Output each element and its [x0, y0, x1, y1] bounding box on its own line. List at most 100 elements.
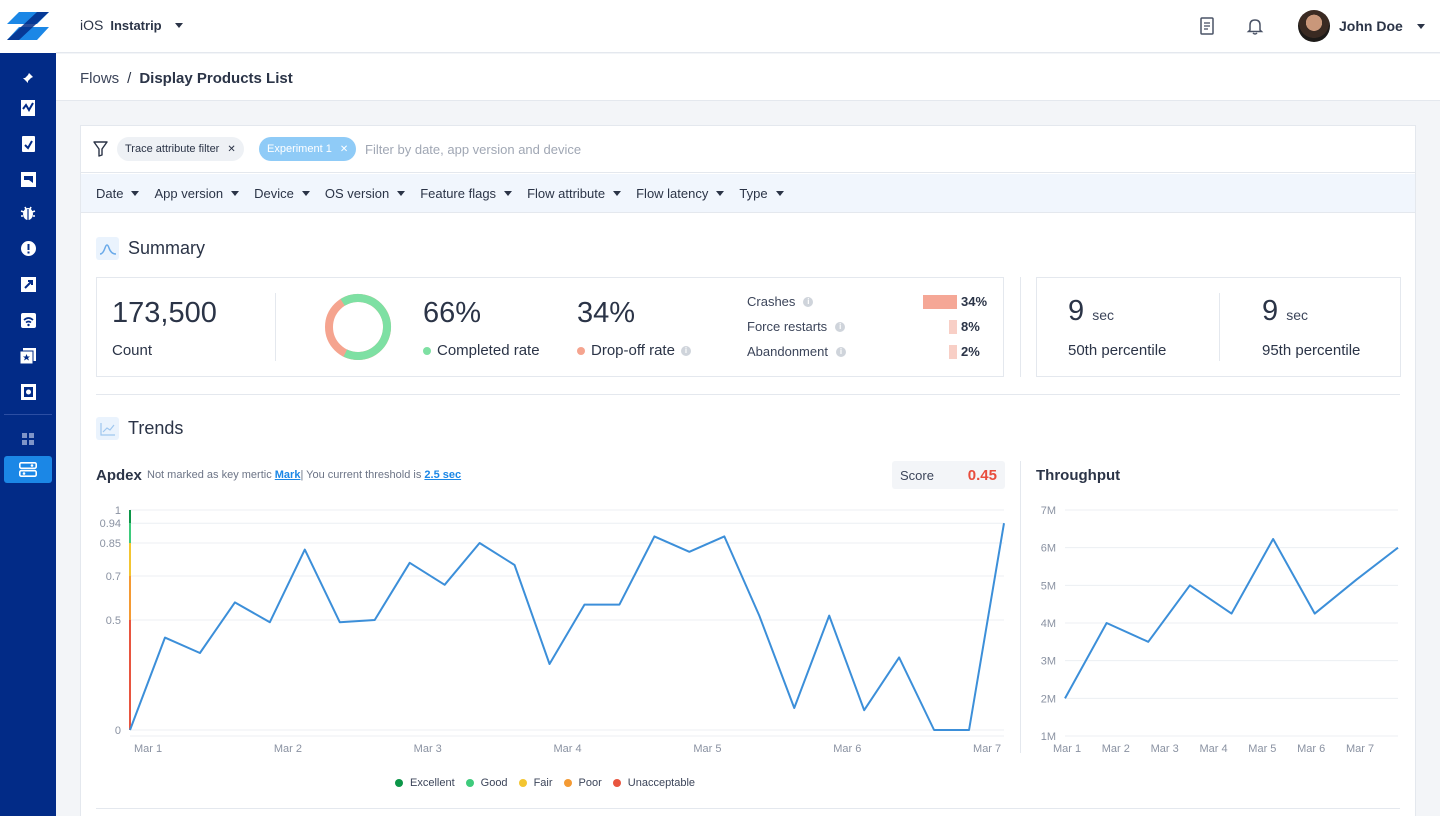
legend-label: Fair: [533, 777, 553, 789]
count-label: Count: [112, 342, 153, 359]
bell-icon[interactable]: [1246, 17, 1264, 35]
legend-dot: [563, 779, 572, 787]
favorites-icon[interactable]: [16, 345, 40, 367]
filter-chip-experiment[interactable]: Experiment 1 ✕: [259, 137, 357, 161]
chevron-down-icon: [301, 190, 310, 196]
bug-icon[interactable]: [16, 202, 40, 224]
chevron-down-icon: [231, 190, 240, 196]
breakdown-abandonment-value: 2%: [961, 344, 980, 359]
dropdown-flow-latency[interactable]: Flow latency: [636, 186, 725, 201]
dropdown-label: Feature flags: [420, 185, 497, 201]
filter-icon[interactable]: [93, 141, 108, 162]
throughput-y-tick: 6M: [1041, 543, 1056, 555]
dropdown-label: Flow attribute: [527, 185, 606, 201]
breakdown-force-restarts-bar: [949, 320, 957, 334]
apdex-y-tick: 0.5: [106, 615, 121, 627]
chip-label: Trace attribute filter: [125, 143, 220, 155]
trends-column-divider: [1020, 461, 1021, 753]
mark-key-metric-link[interactable]: Mark: [274, 469, 301, 481]
throughput-y-tick: 3M: [1041, 656, 1056, 668]
dropoff-rate-label: Drop-off rate i: [577, 342, 691, 359]
throughput-y-tick: 1M: [1041, 731, 1056, 743]
trends-chart-icon: [96, 417, 119, 440]
legend-item[interactable]: Poor: [563, 777, 602, 789]
filter-chip-trace-attribute[interactable]: Trace attribute filter ✕: [117, 137, 244, 161]
launch-icon[interactable]: [16, 273, 40, 295]
apdex-note-text: Not marked as key mertic: [147, 469, 272, 481]
close-icon[interactable]: ✕: [339, 143, 349, 155]
section-divider: [96, 808, 1400, 809]
info-icon[interactable]: i: [680, 345, 691, 356]
settings-panel-icon[interactable]: [4, 456, 52, 483]
legend-item[interactable]: Unacceptable: [612, 777, 696, 789]
throughput-series-line: [1064, 538, 1399, 699]
dropdown-os-version[interactable]: OS version: [325, 186, 406, 201]
score-value: 0.45: [967, 467, 997, 484]
breakdown-crashes-label: Crashes i: [747, 294, 814, 309]
dropdown-feature-flags[interactable]: Feature flags: [420, 185, 513, 201]
alert-icon[interactable]: [16, 237, 40, 259]
throughput-y-tick: 5M: [1041, 580, 1056, 592]
dropdown-app-version[interactable]: App version: [154, 186, 240, 201]
apdex-x-tick: Mar 4: [554, 743, 582, 755]
throughput-y-tick: 7M: [1041, 505, 1056, 517]
legend-label: Unacceptable: [627, 777, 696, 789]
brand-logo[interactable]: [0, 0, 56, 53]
score-label: Score: [900, 468, 934, 483]
app-name: Instatrip: [110, 17, 162, 33]
completion-donut: [325, 294, 391, 361]
apdex-y-tick: 0: [115, 725, 121, 737]
legend-label: Poor: [578, 777, 602, 789]
app-switcher[interactable]: iOS Instatrip: [80, 17, 183, 33]
throughput-x-tick: Mar 1: [1053, 743, 1081, 755]
legend-item[interactable]: Excellent: [395, 777, 455, 789]
apdex-x-tick: Mar 1: [134, 743, 162, 755]
percentile-divider: [1219, 293, 1220, 361]
donut-completed-arc: [325, 294, 391, 361]
apdex-x-tick: Mar 5: [693, 743, 721, 755]
summary-divider: [275, 293, 276, 361]
avatar: [1298, 10, 1330, 42]
storage-icon[interactable]: [16, 381, 40, 403]
trends-title: Trends: [128, 418, 184, 438]
docs-icon[interactable]: [1199, 17, 1217, 35]
filter-search-input[interactable]: [365, 139, 1265, 159]
apdex-x-tick: Mar 6: [833, 743, 861, 755]
percentile-box: 9 sec 50th percentile 9 sec 95th percent…: [1036, 277, 1401, 377]
info-icon[interactable]: i: [835, 346, 846, 357]
info-icon[interactable]: i: [803, 296, 814, 307]
dashboard-icon[interactable]: [16, 97, 40, 119]
throughput-x-tick: Mar 7: [1346, 743, 1374, 755]
p50-number: 9: [1068, 295, 1085, 327]
dropdown-device[interactable]: Device: [254, 186, 310, 201]
p95-value: 9 sec: [1262, 295, 1308, 328]
dropdown-flow-attribute[interactable]: Flow attribute: [527, 185, 622, 201]
breadcrumb-flows-link[interactable]: Flows: [80, 70, 120, 87]
legend-dot: [465, 779, 474, 787]
network-icon[interactable]: [16, 309, 40, 331]
info-icon[interactable]: i: [835, 321, 846, 332]
reports-icon[interactable]: [16, 133, 40, 155]
section-divider: [96, 394, 1400, 395]
pin-icon[interactable]: [16, 67, 40, 89]
legend-item[interactable]: Good: [465, 777, 508, 789]
legend-item[interactable]: Fair: [518, 777, 553, 789]
apdex-threshold-text: | You current threshold is: [300, 469, 422, 481]
flows-icon[interactable]: [16, 168, 40, 190]
throughput-x-tick: Mar 6: [1297, 743, 1325, 755]
dropdown-date[interactable]: Date: [96, 186, 140, 201]
chevron-down-icon: [716, 190, 725, 196]
dropdown-type[interactable]: Type: [739, 186, 784, 201]
close-icon[interactable]: ✕: [227, 143, 236, 155]
threshold-link[interactable]: 2.5 sec: [424, 469, 462, 481]
chevron-down-icon: [775, 190, 784, 196]
completed-dot: [423, 346, 431, 355]
apps-grid-icon[interactable]: [16, 428, 40, 450]
apdex-y-tick: 0.85: [100, 538, 121, 550]
legend-dot: [518, 779, 527, 787]
apdex-x-tick: Mar 2: [274, 743, 302, 755]
completed-label-text: Completed rate: [437, 342, 540, 359]
breakdown-force-restarts-value: 8%: [961, 319, 980, 334]
breadcrumb-separator: /: [127, 70, 132, 87]
user-menu[interactable]: John Doe: [1298, 10, 1425, 42]
